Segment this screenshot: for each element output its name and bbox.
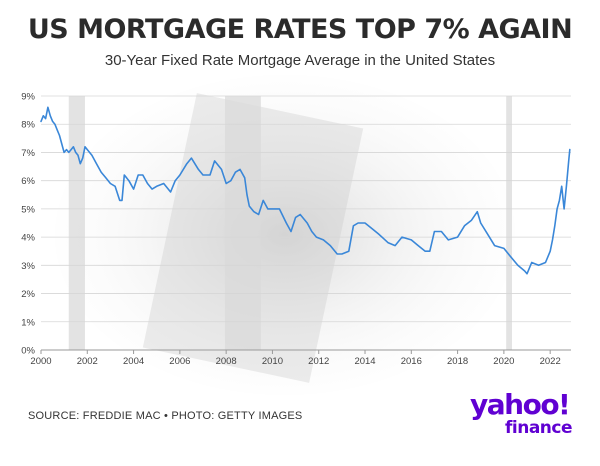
source-note: SOURCE: FREDDIE MAC • PHOTO: GETTY IMAGE… (28, 410, 303, 422)
x-tick-label: 2022 (540, 356, 561, 367)
y-tick-label: 4% (21, 233, 35, 244)
x-tick-label: 2014 (354, 356, 375, 367)
recession-band (224, 96, 261, 350)
recession-band (68, 96, 85, 350)
x-tick-label: 2002 (77, 356, 98, 367)
y-tick-label: 0% (21, 346, 35, 357)
y-tick-label: 9% (21, 92, 35, 103)
y-tick-label: 5% (21, 204, 35, 215)
y-tick-label: 6% (21, 176, 35, 187)
chart-subtitle: 30-Year Fixed Rate Mortgage Average in t… (104, 52, 496, 69)
x-tick-label: 2012 (308, 356, 329, 367)
y-tick-label: 2% (21, 289, 35, 300)
y-tick-label: 3% (21, 261, 35, 272)
x-tick-label: 2000 (30, 356, 51, 367)
background-photo (55, 75, 515, 395)
yahoo-finance-logo: yahoo! finance (470, 388, 573, 438)
y-tick-label: 7% (21, 148, 35, 159)
x-tick-label: 2004 (123, 356, 144, 367)
chart-title: US MORTGAGE RATES TOP 7% AGAIN (27, 14, 573, 45)
x-tick-label: 2008 (216, 356, 237, 367)
x-tick-label: 2016 (401, 356, 422, 367)
x-tick-label: 2018 (447, 356, 468, 367)
x-tick-label: 2010 (262, 356, 283, 367)
mortgage-rate-line (40, 106, 571, 275)
y-tick-label: 1% (21, 317, 35, 328)
y-tick-label: 8% (21, 120, 35, 131)
x-tick-label: 2006 (169, 356, 190, 367)
recession-band (506, 96, 512, 350)
x-tick-label: 2020 (493, 356, 514, 367)
